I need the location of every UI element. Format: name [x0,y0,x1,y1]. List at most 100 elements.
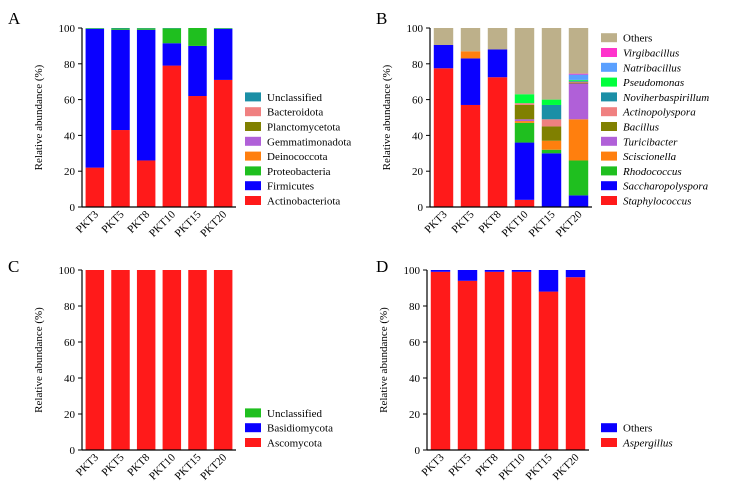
bar-segment-pkt5-firmicutes [111,29,130,131]
x-tick-label: PKT3 [420,451,447,478]
bar-segment-pkt10-sciscionella [514,121,535,123]
y-axis-label: Relative abundance (%) [33,64,45,170]
bar-segment-pkt10-ascomycota [162,270,182,450]
y-tick-label: 40 [64,373,76,385]
legend-label: Natribacillus [622,62,681,74]
panel-letter: B [376,9,387,28]
y-tick-label: 60 [412,95,424,107]
bar-segment-pkt5-others [457,270,478,281]
bar-segment-pkt15-actinopolyspora [541,119,562,127]
y-axis-label: Relative abundance (%) [381,64,393,170]
legend-swatch [601,196,617,205]
bar-segment-pkt20-actinobacteriota [213,79,233,207]
bar-segment-pkt10-others [514,28,535,95]
bar-segment-pkt10-aspergillus [511,271,532,450]
panel-c: CPKT3PKT5PKT8PKT10PKT15PKT20020406080100… [8,257,333,483]
legend-label: Aspergillus [622,438,673,450]
bar-segment-pkt10-rhodococcus [514,122,535,143]
legend-swatch [245,423,261,433]
bar-segment-pkt20-others [568,28,589,74]
legend-label: Saccharopolyspora [623,181,709,193]
legend-swatch [245,151,261,161]
legend-swatch [601,122,617,131]
legend-label: Bacteroidota [267,107,323,119]
bar-segment-pkt10-actinobacteriota [162,65,182,207]
bar-segment-pkt20-aspergillus [565,277,586,450]
y-tick-label: 100 [404,265,421,277]
legend-swatch [245,438,261,447]
y-tick-label: 20 [409,409,421,421]
bar-segment-pkt15-firmicutes [188,45,207,97]
bar-segment-pkt5-sciscionella [460,51,481,59]
x-tick-label: PKT10 [497,451,528,482]
bar-segment-pkt20-pseudomonas [568,79,589,81]
legend-label: Sciscionella [623,151,677,163]
bar-segment-pkt8-proteobacteria [136,28,156,30]
bar-segment-pkt8-saccharopolyspora [487,49,508,78]
bar-segment-pkt10-actinopolyspora [514,103,535,105]
x-tick-label: PKT3 [74,208,101,235]
x-tick-label: PKT20 [198,208,229,239]
legend-label: Planctomycetota [267,122,340,134]
bar-segment-pkt20-ascomycota [213,270,233,450]
bar-segment-pkt3-others [430,270,451,272]
legend-swatch [245,166,261,176]
bar-segment-pkt8-staphylococcus [487,77,508,207]
y-tick-label: 20 [64,409,76,421]
y-tick-label: 0 [70,445,76,457]
y-tick-label: 0 [418,202,424,214]
bar-segment-pkt20-virgibacillus [568,73,589,75]
legend-swatch [601,77,617,87]
bar-segment-pkt15-sciscionella [541,140,562,150]
bar-segment-pkt20-others [565,270,586,278]
y-tick-label: 100 [407,23,424,35]
y-tick-label: 100 [59,23,76,35]
legend-label: Actinobacteriota [267,196,340,208]
y-tick-label: 40 [412,130,424,142]
legend-swatch [245,136,261,146]
legend-label: Unclassified [267,92,322,104]
x-tick-label: PKT10 [147,208,178,239]
bar-segment-pkt5-unclassified [111,28,130,29]
bar-segment-pkt5-saccharopolyspora [460,58,481,105]
x-tick-label: PKT10 [147,451,178,482]
bar-segment-pkt8-others [487,28,508,50]
bar-segment-pkt15-others [538,270,559,292]
y-tick-label: 60 [64,337,76,349]
bar-segment-pkt3-staphylococcus [433,68,454,207]
y-tick-label: 100 [59,265,76,277]
legend-swatch [601,33,617,43]
bar-segment-pkt10-proteobacteria [162,28,182,44]
legend-swatch [601,48,617,57]
bar-segment-pkt8-ascomycota [136,270,156,450]
bar-segment-pkt3-ascomycota [85,270,105,450]
bar-segment-pkt20-rhodococcus [568,160,589,196]
x-tick-label: PKT15 [173,451,204,482]
bar-segment-pkt5-proteobacteria [111,28,130,30]
bar-segment-pkt8-aspergillus [484,271,505,450]
panel-letter: C [8,257,19,276]
bar-segment-pkt10-staphylococcus [514,199,535,207]
bar-segment-pkt20-firmicutes [213,28,233,80]
bar-segment-pkt10-bacillus [514,104,535,120]
bar-segment-pkt20-turicibacter [568,83,589,120]
bar-segment-pkt15-pseudomonas [541,99,562,105]
x-tick-label: PKT5 [450,208,477,235]
bar-segment-pkt20-saccharopolyspora [568,195,589,207]
x-tick-label: PKT5 [100,208,127,235]
x-tick-label: PKT10 [500,208,531,239]
y-tick-label: 0 [70,202,76,214]
legend-label: Deinococcota [267,151,328,163]
x-tick-label: PKT15 [527,208,558,239]
bar-segment-pkt10-others [511,270,532,272]
legend-label: Pseudomonas [622,77,684,89]
legend-label: Rhodococcus [622,166,682,178]
y-tick-label: 40 [409,373,421,385]
x-tick-label: PKT20 [554,208,585,239]
legend-label: Basidiomycota [267,423,333,435]
legend-label: Others [623,33,652,45]
legend-label: Actinopolyspora [622,107,696,119]
bar-segment-pkt5-ascomycota [111,270,130,450]
legend-label: Gemmatimonadota [267,136,351,148]
